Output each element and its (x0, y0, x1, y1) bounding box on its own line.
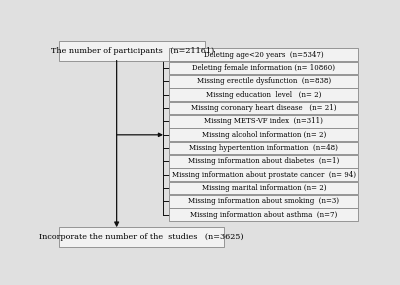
Text: Incorporate the number of the  studies   (n=3625): Incorporate the number of the studies (n… (39, 233, 244, 241)
Text: Missing information about smoking  (n=3): Missing information about smoking (n=3) (188, 198, 339, 205)
Bar (169, 102, 358, 115)
Text: Missing marital information (n= 2): Missing marital information (n= 2) (202, 184, 326, 192)
Bar (169, 209, 358, 221)
Bar (169, 182, 358, 194)
Bar (169, 155, 358, 168)
Bar (169, 75, 358, 88)
Bar (169, 62, 358, 74)
Bar (169, 115, 358, 128)
Bar (169, 129, 358, 141)
Text: Missing information about prostate cancer  (n= 94): Missing information about prostate cance… (172, 171, 356, 179)
Bar (169, 48, 358, 61)
Text: Missing information about diabetes  (n=1): Missing information about diabetes (n=1) (188, 158, 340, 166)
Text: The number of participants   (n=21161): The number of participants (n=21161) (50, 47, 214, 55)
Text: Deleting age<20 years  (n=5347): Deleting age<20 years (n=5347) (204, 51, 324, 59)
Text: Missing METS-VF index  (n=311): Missing METS-VF index (n=311) (204, 117, 323, 125)
Text: Missing alcohol information (n= 2): Missing alcohol information (n= 2) (202, 131, 326, 139)
Text: Missing information about asthma  (n=7): Missing information about asthma (n=7) (190, 211, 338, 219)
Bar (169, 168, 358, 181)
Bar (169, 195, 358, 208)
Bar (59, 41, 205, 60)
Bar (169, 88, 358, 101)
Text: Missing education  level   (n= 2): Missing education level (n= 2) (206, 91, 322, 99)
Bar (169, 142, 358, 154)
Text: Deleting female information (n= 10860): Deleting female information (n= 10860) (192, 64, 335, 72)
Bar (59, 227, 224, 247)
Text: Missing erectile dysfunction  (n=838): Missing erectile dysfunction (n=838) (197, 78, 331, 86)
Text: Missing coronary heart disease   (n= 21): Missing coronary heart disease (n= 21) (191, 104, 337, 112)
Text: Missing hypertention information  (n=48): Missing hypertention information (n=48) (190, 144, 338, 152)
